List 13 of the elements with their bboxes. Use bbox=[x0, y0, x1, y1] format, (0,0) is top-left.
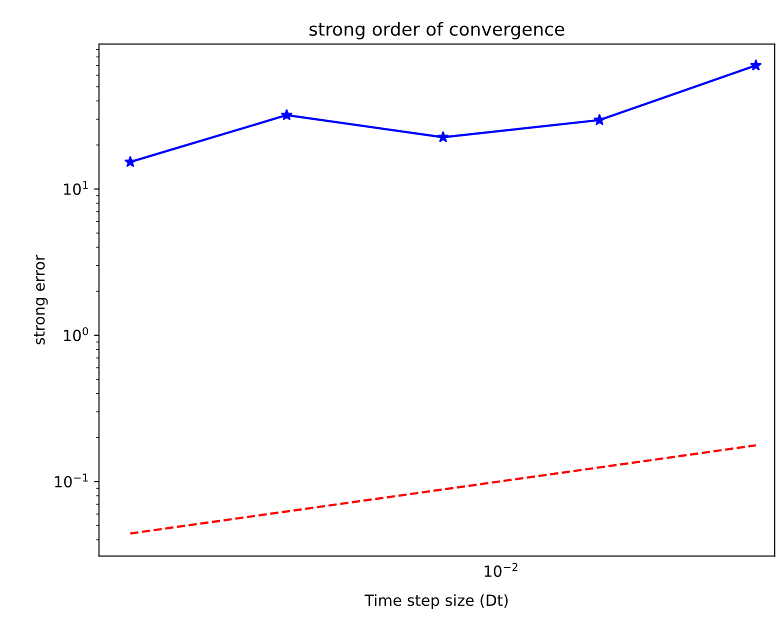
point bbox=[594, 114, 606, 126]
chart-title: strong order of convergence bbox=[310, 22, 564, 40]
y-axis-title: strong error bbox=[34, 254, 48, 344]
y-tick-label: 10$^{0}$ bbox=[64, 327, 88, 342]
point bbox=[437, 130, 450, 142]
point bbox=[124, 156, 136, 168]
y-tick-label: 10$^{1}$ bbox=[64, 181, 88, 195]
line-series bbox=[129, 444, 758, 535]
point bbox=[750, 59, 762, 71]
point bbox=[280, 108, 293, 120]
x-axis-title: Time step size (Dt) bbox=[364, 594, 508, 609]
y-tick-label: 10$^{−1}$ bbox=[55, 474, 88, 488]
text: 10$^{−2}$ bbox=[484, 562, 518, 577]
